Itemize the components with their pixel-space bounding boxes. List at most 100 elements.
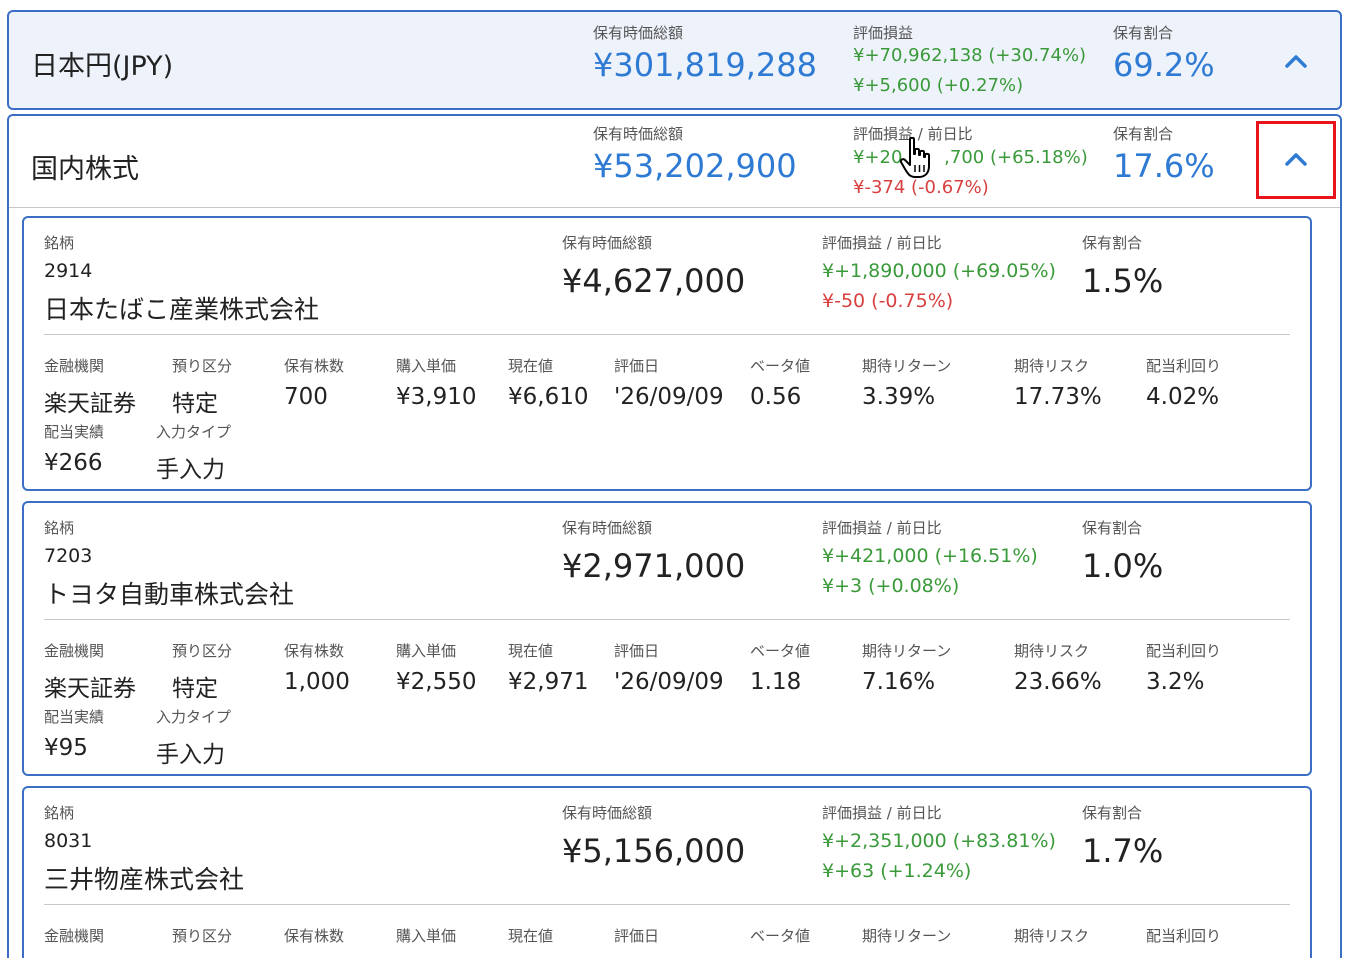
ratio-label: 保有割合: [1113, 125, 1174, 143]
current-price-label: 現在値: [508, 927, 554, 945]
currency-panel: 日本円(JPY) 保有時価総額 ¥301,819,288 評価損益 ¥+70,9…: [7, 10, 1342, 110]
hand-cursor-icon: [899, 136, 930, 178]
expected-risk-label: 期待リスク: [1014, 642, 1090, 660]
chevron-up-icon: [1285, 55, 1307, 68]
dividend-actual-value: ¥266: [44, 450, 103, 476]
divider: [44, 619, 1290, 620]
valuation-date-value: '26/09/09: [614, 384, 724, 410]
currency-collapse-button[interactable]: [1277, 48, 1317, 78]
expected-return-value: 3.39%: [862, 384, 936, 410]
institution-label: 金融機関: [44, 927, 105, 945]
divider: [44, 904, 1290, 905]
current-price-label: 現在値: [508, 642, 554, 660]
shares-value: 700: [284, 384, 328, 410]
category-title: 国内株式: [31, 154, 139, 185]
market-value: ¥5,156,000: [562, 832, 746, 870]
pl-day: ¥+63 (+1.24%): [822, 860, 972, 882]
category-collapse-button[interactable]: [1277, 146, 1317, 176]
dividend-yield-label: 配当利回り: [1146, 927, 1222, 945]
stock-card: 銘柄 2914 日本たばこ産業株式会社 保有時価総額 ¥4,627,000 評価…: [22, 216, 1312, 491]
stock-code: 7203: [44, 545, 93, 567]
valuation-date-label: 評価日: [614, 642, 660, 660]
stock-label: 銘柄: [44, 234, 75, 252]
expected-risk-value: 17.73%: [1014, 384, 1102, 410]
shares-label: 保有株数: [284, 927, 345, 945]
stock-name: トヨタ自動車株式会社: [44, 580, 295, 609]
dividend-yield-value: 3.2%: [1146, 669, 1205, 695]
account-value: 特定: [172, 676, 218, 702]
market-value: ¥4,627,000: [562, 262, 746, 300]
market-value-label: 保有時価総額: [562, 804, 653, 822]
expected-return-value: 7.16%: [862, 669, 936, 695]
input-type-value: 手入力: [156, 457, 225, 483]
buy-price-value: ¥3,910: [396, 384, 477, 410]
valuation-date-value: '26/09/09: [614, 669, 724, 695]
dividend-actual-label: 配当実績: [44, 423, 105, 441]
shares-label: 保有株数: [284, 642, 345, 660]
divider: [44, 334, 1290, 335]
stock-label: 銘柄: [44, 519, 75, 537]
dividend-yield-label: 配当利回り: [1146, 642, 1222, 660]
stock-card: 銘柄 7203 トヨタ自動車株式会社 保有時価総額 ¥2,971,000 評価損…: [22, 501, 1312, 776]
pl-label: 評価損益 / 前日比: [822, 519, 942, 537]
institution-label: 金融機関: [44, 357, 105, 375]
pl-total-end: ,700 (+65.18%): [944, 147, 1088, 168]
pl-total-start: ¥+20,: [853, 147, 909, 168]
current-price-value: ¥6,610: [508, 384, 589, 410]
ratio-label: 保有割合: [1082, 804, 1143, 822]
account-label: 預り区分: [172, 357, 233, 375]
account-label: 預り区分: [172, 927, 233, 945]
account-value: 特定: [172, 391, 218, 417]
stock-code: 2914: [44, 260, 93, 282]
market-value: ¥301,819,288: [593, 46, 817, 84]
shares-value: 1,000: [284, 669, 350, 695]
current-price-value: ¥2,971: [508, 669, 589, 695]
highlight-box: [1256, 121, 1336, 199]
pl-label: 評価損益 / 前日比: [822, 234, 942, 252]
market-value-label: 保有時価総額: [593, 125, 684, 143]
ratio-value: 1.0%: [1082, 547, 1164, 585]
expected-risk-label: 期待リスク: [1014, 927, 1090, 945]
current-price-label: 現在値: [508, 357, 554, 375]
institution-label: 金融機関: [44, 642, 105, 660]
valuation-date-label: 評価日: [614, 927, 660, 945]
stock-card: 銘柄 8031 三井物産株式会社 保有時価総額 ¥5,156,000 評価損益 …: [22, 786, 1312, 958]
input-type-value: 手入力: [156, 742, 225, 768]
pl-day: ¥-374 (-0.67%): [853, 177, 989, 198]
ratio-value: 1.5%: [1082, 262, 1164, 300]
currency-title: 日本円(JPY): [31, 51, 174, 82]
account-label: 預り区分: [172, 642, 233, 660]
market-value-label: 保有時価総額: [593, 24, 684, 42]
beta-label: ベータ値: [750, 927, 811, 945]
pl-day: ¥+5,600 (+0.27%): [853, 75, 1024, 96]
market-value-label: 保有時価総額: [562, 234, 653, 252]
stock-name: 三井物産株式会社: [44, 865, 245, 894]
valuation-date-label: 評価日: [614, 357, 660, 375]
dividend-actual-label: 配当実績: [44, 708, 105, 726]
pl-total: ¥+1,890,000 (+69.05%): [822, 260, 1056, 282]
chevron-up-icon: [1285, 153, 1307, 166]
pl-label: 評価損益: [853, 24, 914, 42]
ratio-label: 保有割合: [1113, 24, 1174, 42]
stock-label: 銘柄: [44, 804, 75, 822]
pl-label: 評価損益 / 前日比: [853, 125, 973, 143]
beta-label: ベータ値: [750, 642, 811, 660]
buy-price-label: 購入単価: [396, 357, 457, 375]
dividend-yield-value: 4.02%: [1146, 384, 1220, 410]
institution-value: 楽天証券: [44, 676, 136, 702]
beta-value: 0.56: [750, 384, 802, 410]
expected-risk-label: 期待リスク: [1014, 357, 1090, 375]
pl-label: 評価損益 / 前日比: [822, 804, 942, 822]
market-value: ¥2,971,000: [562, 547, 746, 585]
buy-price-label: 購入単価: [396, 642, 457, 660]
buy-price-label: 購入単価: [396, 927, 457, 945]
market-value: ¥53,202,900: [593, 147, 797, 185]
ratio-value: 17.6%: [1113, 147, 1215, 185]
beta-label: ベータ値: [750, 357, 811, 375]
pl-day: ¥-50 (-0.75%): [822, 290, 954, 312]
beta-value: 1.18: [750, 669, 802, 695]
shares-label: 保有株数: [284, 357, 345, 375]
expected-return-label: 期待リターン: [862, 927, 952, 945]
dividend-yield-label: 配当利回り: [1146, 357, 1222, 375]
ratio-value: 1.7%: [1082, 832, 1164, 870]
